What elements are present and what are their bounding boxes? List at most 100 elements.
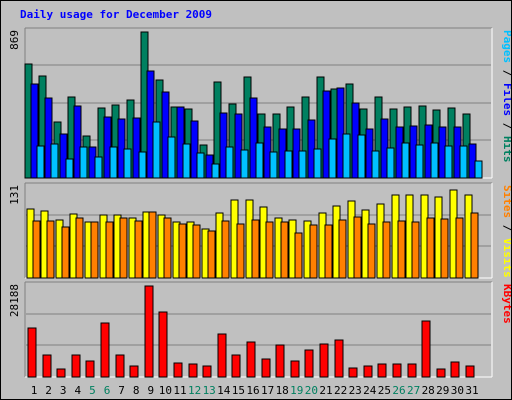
pages-bar <box>298 150 307 179</box>
files-bar <box>30 83 39 179</box>
kbytes-bar <box>319 343 329 378</box>
kbytes-bar <box>450 361 460 378</box>
x-tick-label: 14 <box>217 384 231 397</box>
sites-bar <box>338 219 347 279</box>
pages-bar <box>255 142 264 179</box>
sites-bar <box>221 220 230 279</box>
pages-bar <box>225 146 234 179</box>
kbytes-bar <box>261 358 271 378</box>
x-tick-label: 7 <box>118 384 125 397</box>
kbytes-bar <box>334 339 344 378</box>
files-bar <box>322 90 331 179</box>
kbytes-bar <box>158 311 168 378</box>
pages-bar <box>50 143 59 179</box>
x-tick-label: 4 <box>74 384 81 397</box>
sites-bar <box>163 217 172 279</box>
sites-bar <box>324 224 333 279</box>
sites-bar <box>178 223 187 279</box>
x-tick-label: 28 <box>422 384 435 397</box>
sites-bar <box>411 221 420 279</box>
pages-bar <box>240 149 249 179</box>
sites-bar <box>382 221 391 279</box>
kbytes-bar <box>129 365 139 378</box>
kbytes-bar <box>217 333 227 378</box>
kbytes-bar <box>377 363 387 378</box>
sites-bar <box>426 217 435 279</box>
pages-bar <box>138 151 147 179</box>
kbytes-bar <box>407 363 417 378</box>
sites-bar <box>119 217 128 279</box>
y-max-label: 28188 <box>8 284 21 317</box>
x-tick-label: 21 <box>319 384 332 397</box>
pages-bar <box>415 144 424 179</box>
kbytes-bar <box>188 363 198 378</box>
x-tick-label: 20 <box>305 384 318 397</box>
pages-bar <box>342 133 351 179</box>
series-axis-label-part: Sites <box>501 185 511 218</box>
pages-bar <box>269 151 278 179</box>
x-tick-label: 22 <box>334 384 347 397</box>
kbytes-bar <box>392 363 402 378</box>
sites-bar <box>455 217 464 279</box>
files-bar <box>249 97 258 179</box>
pages-bar <box>182 143 191 179</box>
pages-bar <box>357 134 366 179</box>
pages-bar <box>79 146 88 179</box>
kbytes-bar <box>421 320 431 378</box>
x-tick-label: 1 <box>31 384 38 397</box>
pages-bar <box>284 150 293 179</box>
sites-bar <box>148 211 157 279</box>
files-bar <box>234 113 243 179</box>
sites-bar <box>90 221 99 279</box>
sites-bar <box>397 220 406 279</box>
files-bar <box>73 105 82 179</box>
x-tick-label: 3 <box>60 384 67 397</box>
files-bar <box>161 91 170 179</box>
x-tick-label: 18 <box>276 384 289 397</box>
kbytes-bar <box>202 365 212 378</box>
pages-bar <box>94 156 103 179</box>
kbytes-bar <box>144 285 154 378</box>
x-tick-label: 15 <box>232 384 245 397</box>
series-axis-label-part: KBytes <box>501 284 511 324</box>
sites-bar <box>192 224 201 279</box>
pages-bar <box>444 145 453 179</box>
files-bar <box>44 97 53 179</box>
pages-bar <box>386 147 395 179</box>
files-bar <box>190 120 199 179</box>
x-tick-label: 9 <box>147 384 154 397</box>
x-tick-label: 29 <box>436 384 449 397</box>
sites-bar <box>470 212 479 279</box>
x-tick-label: 17 <box>261 384 274 397</box>
kbytes-bar <box>56 368 66 378</box>
sites-bar <box>61 226 70 279</box>
kbytes-bar <box>436 368 446 378</box>
pages-bar <box>65 158 74 179</box>
y-max-label: 131 <box>8 185 21 205</box>
x-tick-label: 10 <box>159 384 172 397</box>
x-tick-label: 5 <box>89 384 96 397</box>
x-tick-label: 16 <box>246 384 259 397</box>
pages-bar <box>430 142 439 179</box>
pages-bar <box>459 145 468 179</box>
pages-bar <box>371 150 380 179</box>
files-bar <box>176 106 185 179</box>
x-tick-label: 23 <box>349 384 362 397</box>
kbytes-bar <box>173 362 183 378</box>
x-tick-label: 25 <box>378 384 391 397</box>
x-tick-label: 31 <box>465 384 478 397</box>
sites-bar <box>265 221 274 279</box>
x-tick-label: 30 <box>451 384 464 397</box>
files-bar <box>59 133 68 179</box>
series-axis-label: Pages / Files / Hits <box>501 30 511 163</box>
x-tick-label: 27 <box>407 384 420 397</box>
pages-bar <box>109 146 118 179</box>
pages-bar <box>313 148 322 179</box>
sites-bar <box>134 220 143 279</box>
kbytes-bar <box>246 341 256 378</box>
series-axis-label-part: Hits <box>501 136 511 163</box>
series-axis-label: Sites / Visits <box>501 185 511 278</box>
sites-bar <box>440 218 449 279</box>
x-tick-label: 11 <box>173 384 186 397</box>
